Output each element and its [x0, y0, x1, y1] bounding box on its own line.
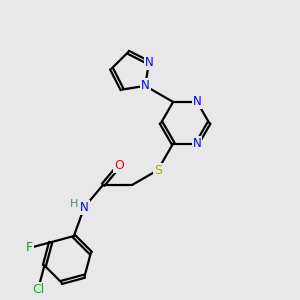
- Text: S: S: [154, 164, 162, 177]
- Text: N: N: [80, 201, 89, 214]
- Text: H: H: [70, 199, 78, 209]
- Text: N: N: [145, 56, 153, 69]
- Text: F: F: [26, 242, 33, 254]
- Text: N: N: [193, 95, 202, 109]
- Text: Cl: Cl: [32, 283, 44, 296]
- Text: N: N: [141, 80, 150, 92]
- Text: N: N: [193, 137, 202, 150]
- Text: O: O: [114, 159, 124, 172]
